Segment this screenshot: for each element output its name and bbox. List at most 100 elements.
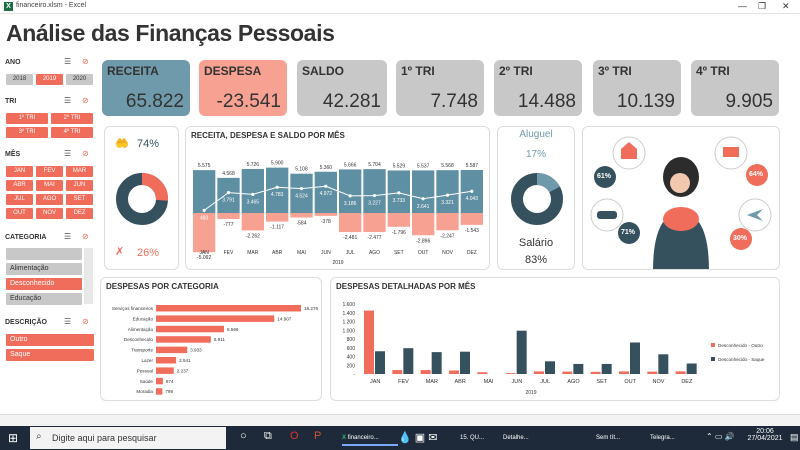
taskbar-app-sem-titulo[interactable]: Sem tít... <box>596 430 634 446</box>
category-label: Educação <box>133 316 154 321</box>
filter-tri-1[interactable]: 2º TRI <box>51 113 93 124</box>
tray-clock[interactable]: 20:06 27/04/2021 <box>740 428 790 442</box>
filter-ano-2019[interactable]: 2019 <box>36 74 63 85</box>
filter-tri-2[interactable]: 3º TRI <box>6 127 48 138</box>
kpi-value: 42.281 <box>322 91 381 112</box>
filter-mes-abr[interactable]: ABR <box>6 180 33 191</box>
category-value: 18.276 <box>304 306 318 311</box>
saldo-line <box>203 185 472 211</box>
detail-bar <box>658 354 669 374</box>
filter-mes-set[interactable]: SET <box>66 194 93 205</box>
category-bar <box>156 336 211 343</box>
taskbar-app-telegram[interactable]: Telegra... <box>650 430 686 446</box>
powerpoint-icon[interactable]: P <box>314 430 322 442</box>
x-tick-label: NOV <box>653 379 665 385</box>
tray-icons[interactable]: ⌃ ▭ 🔊 <box>706 432 735 441</box>
saldo-point <box>202 208 206 212</box>
taskbar-app-label: 15. QU... <box>460 435 485 441</box>
filter-descricao-saque[interactable]: Saque <box>6 349 94 361</box>
saldo-label: 4.043 <box>466 196 479 202</box>
category-label: Saúde <box>140 379 154 384</box>
filter-mes-ago[interactable]: AGO <box>36 194 63 205</box>
close-icon[interactable]: ✕ <box>782 1 790 11</box>
receita-bar <box>363 169 386 213</box>
taskbar-app-label: Sem tít... <box>596 435 621 441</box>
category-value: 14.907 <box>277 316 291 321</box>
opera-icon[interactable]: O <box>290 430 299 442</box>
despesa-bar <box>436 213 459 231</box>
filter-mes-mar[interactable]: MAR <box>66 166 93 177</box>
multiselect-icon[interactable]: ☰ <box>64 317 72 326</box>
filter-ano-2020[interactable]: 2020 <box>66 74 93 85</box>
clear-filter-icon[interactable]: ⊘ <box>82 149 89 158</box>
rds-chart-title: RECEITA, DESPESA E SALDO POR MÊS <box>191 131 345 140</box>
filter-tri-3[interactable]: 4º TRI <box>51 127 93 138</box>
kpi-card-2: SALDO 42.281 <box>297 60 387 116</box>
filter-categoria-item[interactable] <box>6 248 82 260</box>
filter-ano-2018[interactable]: 2018 <box>6 74 33 85</box>
clear-filter-icon[interactable]: ⊘ <box>82 317 89 326</box>
tray-time: 20:06 <box>756 428 774 435</box>
filter-mes-jul[interactable]: JUL <box>6 194 33 205</box>
taskbar-app-detalhe[interactable]: Detalhe... <box>503 430 551 446</box>
illustration-pct-2: 71% <box>621 229 636 236</box>
kpi-card-4: 2º TRI 14.488 <box>494 60 582 116</box>
search-icon: ⌕ <box>36 431 42 442</box>
filter-categoria-item[interactable]: Desconhecido <box>6 278 82 290</box>
y-tick-label: 1.200 <box>342 320 355 326</box>
x-tick-label: ABR <box>455 379 466 385</box>
category-value: 874 <box>166 379 174 384</box>
filter-mes-dez[interactable]: DEZ <box>66 208 93 219</box>
kpi-value: 14.488 <box>517 91 576 112</box>
filter-descricao-outro[interactable]: Outro <box>6 334 94 346</box>
filter-mes-jun[interactable]: JUN <box>66 180 93 191</box>
taskbar-app-excel[interactable]: X financeiro... <box>342 430 398 446</box>
minimize-icon[interactable]: — <box>738 1 747 11</box>
restore-icon[interactable]: ❐ <box>758 1 767 11</box>
x-tick-label: JUL <box>346 250 355 256</box>
clear-filter-icon[interactable]: ⊘ <box>82 232 89 241</box>
notification-icon[interactable]: ▤ <box>790 432 799 442</box>
filter-mes-jan[interactable]: JAN <box>6 166 33 177</box>
saldo-label: 4.783 <box>271 192 284 198</box>
receita-label: 5.529 <box>393 163 406 169</box>
filter-categoria-item[interactable]: Alimentação <box>6 263 82 275</box>
taskbar-app-qu[interactable]: 15. QU... <box>460 430 496 446</box>
cortana-icon[interactable]: ○ <box>240 430 247 442</box>
salario-pct: 83% <box>524 254 548 266</box>
tray-date: 27/04/2021 <box>747 435 783 442</box>
task-view-icon[interactable]: ⧉ <box>264 430 272 442</box>
legend-swatch <box>711 343 715 347</box>
x-tick-label: MAR <box>426 379 438 385</box>
multiselect-icon[interactable]: ☰ <box>64 232 72 241</box>
taskbar-misc-icons[interactable]: 💧 ▣ ✉ <box>398 432 438 444</box>
clear-filter-icon[interactable]: ⊘ <box>82 57 89 66</box>
multiselect-icon[interactable]: ☰ <box>64 57 72 66</box>
clear-filter-icon[interactable]: ⊘ <box>82 96 89 105</box>
multiselect-icon[interactable]: ☰ <box>64 96 72 105</box>
filter-mes-fev[interactable]: FEV <box>36 166 63 177</box>
x-tick-label: MAR <box>247 250 259 256</box>
detail-bar <box>601 363 612 374</box>
filter-mes-nov[interactable]: NOV <box>36 208 63 219</box>
saldo-point <box>397 191 401 195</box>
detail-chart-panel: DESPESAS DETALHADAS POR MÊS 1.600 1.400 1.… <box>330 277 780 401</box>
multiselect-icon[interactable]: ☰ <box>64 149 72 158</box>
filter-mes-mai[interactable]: MAI <box>36 180 63 191</box>
receita-bar <box>193 170 216 213</box>
filter-mes-out[interactable]: OUT <box>6 208 33 219</box>
despesa-bar <box>290 213 313 218</box>
taskbar-search-box[interactable]: ⌕ Digite aqui para pesquisar <box>30 427 226 449</box>
category-bar <box>156 357 177 364</box>
filter-categoria-item[interactable]: Educação <box>6 293 82 305</box>
saldo-label: 483 <box>200 215 209 221</box>
receita-label: 5.587 <box>466 163 479 169</box>
category-bar <box>156 325 224 333</box>
categoria-scrollbar[interactable] <box>84 248 93 304</box>
receita-label: 5.568 <box>441 163 454 169</box>
windows-start-icon[interactable]: ⊞ <box>8 431 19 445</box>
despesa-label: -1.796 <box>392 230 406 236</box>
x-tick-label: SET <box>596 379 607 385</box>
filter-tri-0[interactable]: 1º TRI <box>6 113 48 124</box>
detail-bar <box>534 371 544 374</box>
